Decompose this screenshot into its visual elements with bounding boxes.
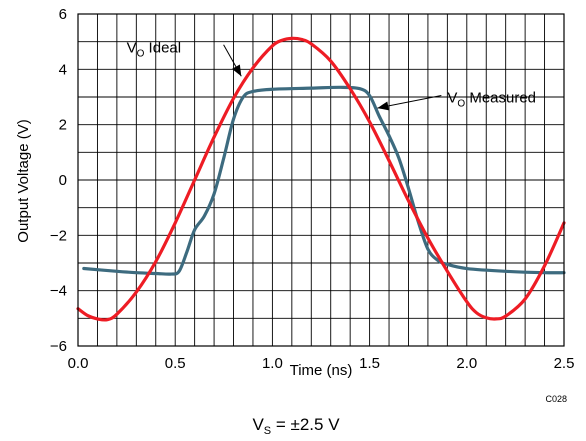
annotation-vo-ideal-arrow-head: [231, 64, 242, 77]
x-axis-label: Time (ns): [290, 362, 353, 379]
y-tick-label: 6: [59, 6, 67, 23]
x-tick-labels: 0.0 0.5 1.0 1.5 2.0 2.5: [68, 355, 575, 372]
x-tick-label: 1.5: [359, 355, 380, 372]
x-tick-label: 1.0: [262, 355, 283, 372]
x-tick-label: 0.5: [165, 355, 186, 372]
annotation-vo-ideal-label: VO Ideal: [127, 40, 182, 60]
annotation-vo-measured-label: VO Measured: [447, 90, 536, 110]
series-group: [76, 36, 566, 322]
y-tick-labels: −6 −4 −2 0 2 4 6: [50, 6, 67, 355]
annotations: VO Ideal VO Measured: [127, 40, 536, 111]
figure-code: C028: [545, 394, 567, 404]
x-tick-label: 2.5: [554, 355, 575, 372]
y-tick-label: −4: [50, 283, 67, 300]
y-tick-label: 0: [59, 172, 67, 189]
plot-border: [77, 13, 565, 347]
y-tick-label: −6: [50, 338, 67, 355]
supply-voltage-footer: VS = ±2.5 V: [252, 415, 340, 437]
series-vo-measured: [82, 85, 566, 276]
grid: [78, 14, 564, 346]
y-tick-label: 4: [59, 61, 67, 78]
x-tick-label: 0.0: [68, 355, 89, 372]
annotation-vo-measured-arrow-head: [377, 101, 390, 111]
plot-frame: [77, 13, 565, 347]
y-axis-label: Output Voltage (V): [15, 119, 32, 242]
y-tick-label: 2: [59, 117, 67, 134]
x-tick-label: 2.0: [456, 355, 477, 372]
y-tick-label: −2: [50, 227, 67, 244]
series-vo-ideal: [76, 36, 566, 322]
